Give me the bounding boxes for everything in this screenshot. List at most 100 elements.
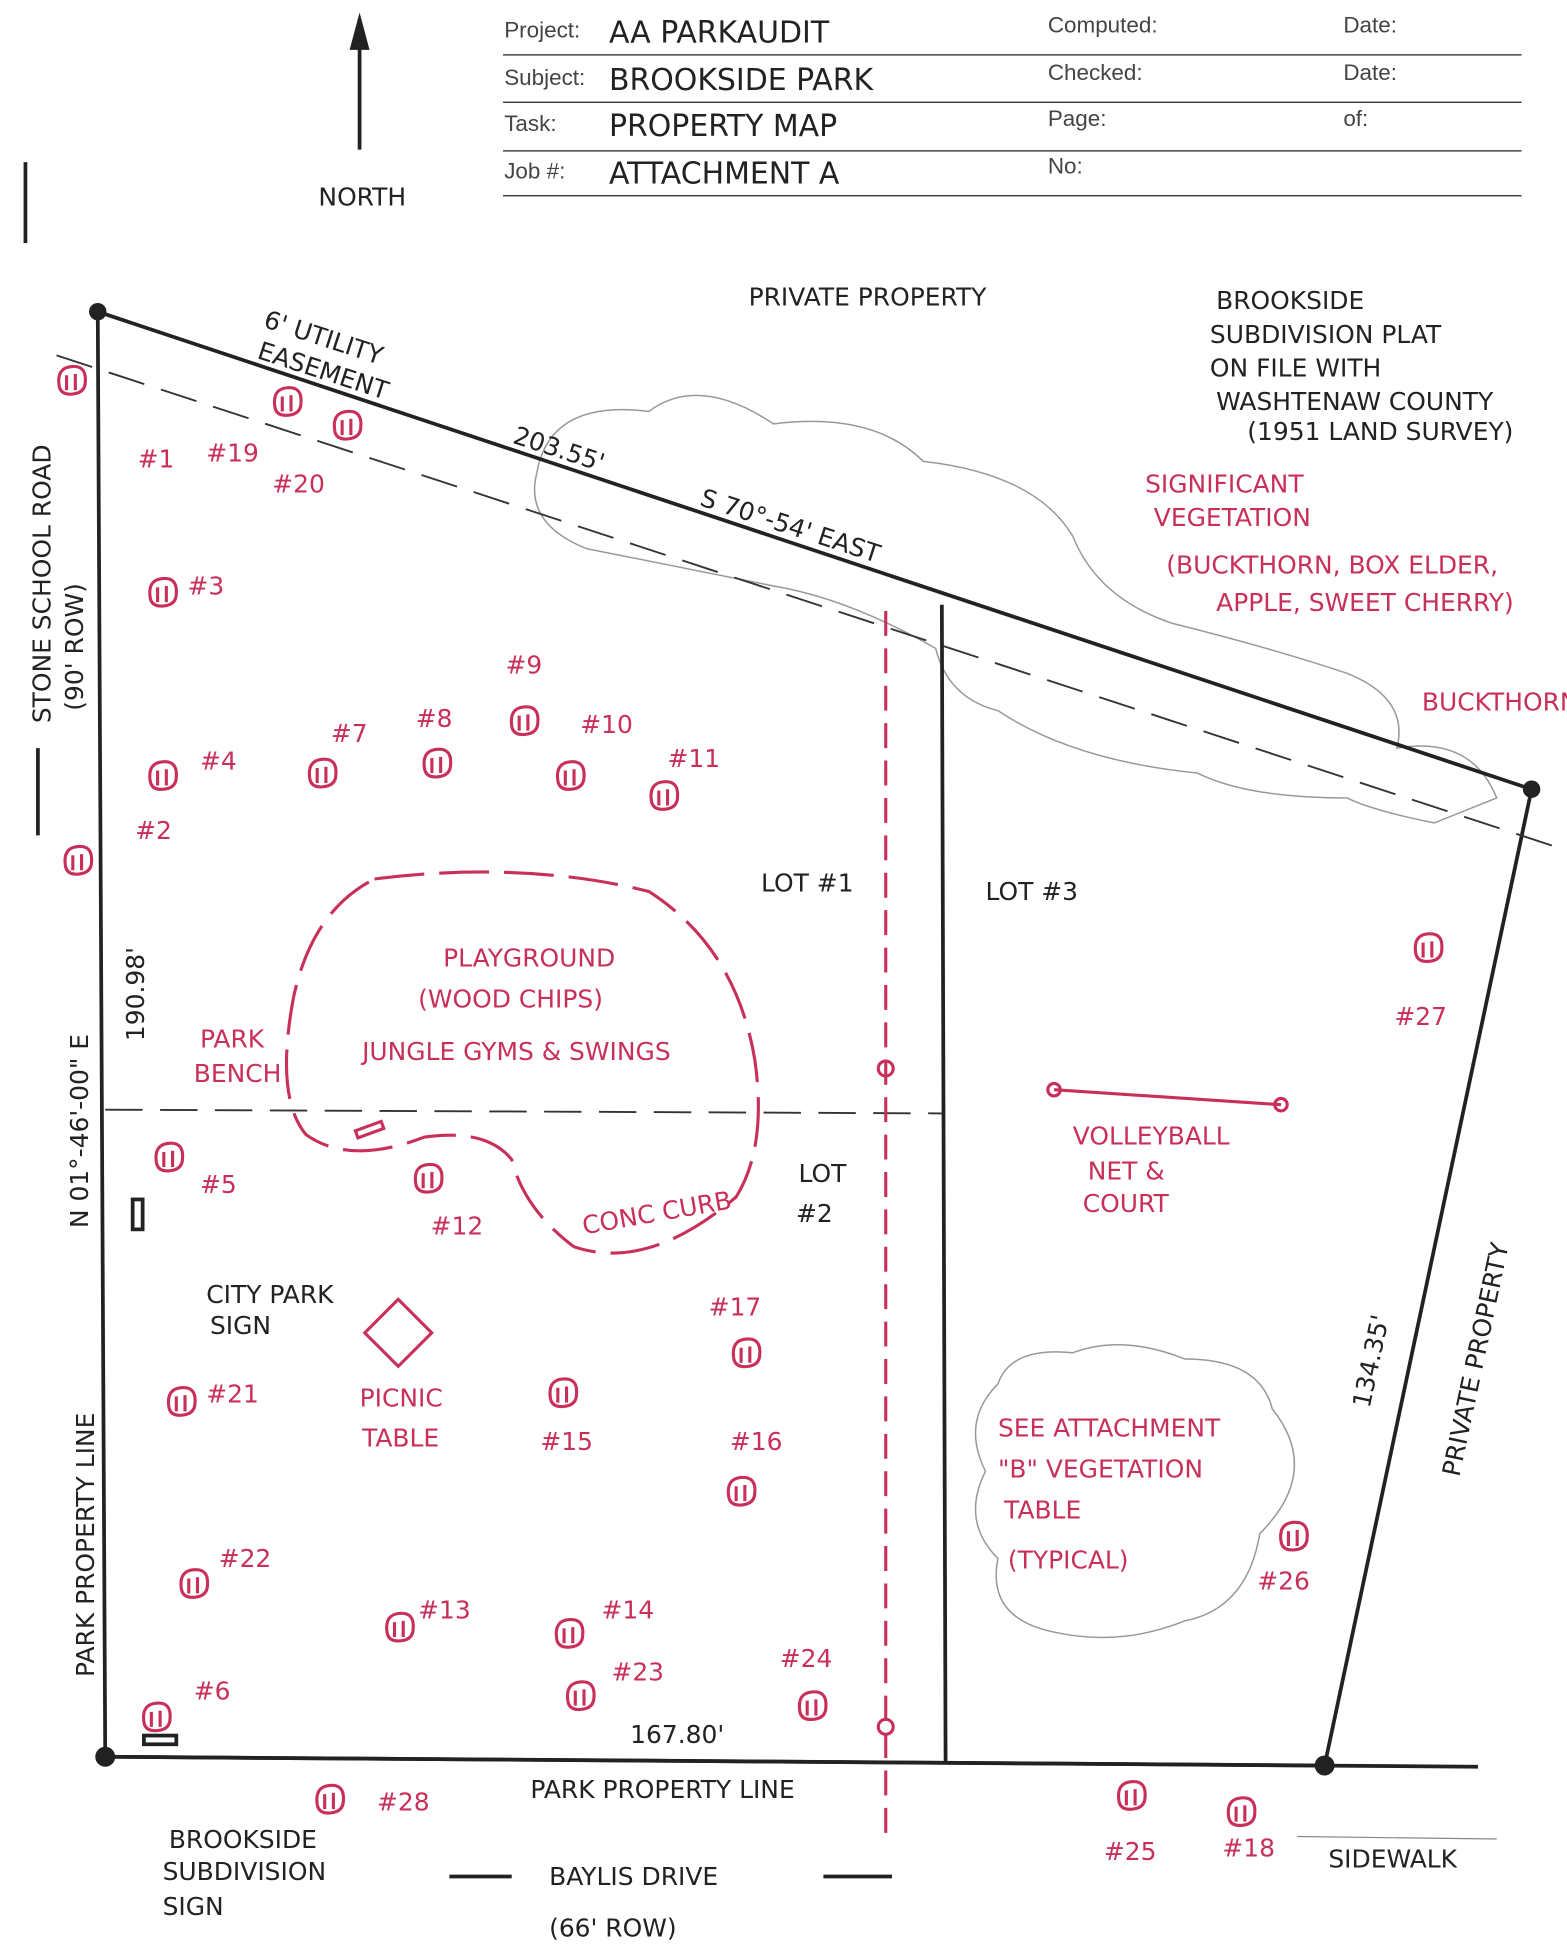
- label: NET &: [1088, 1156, 1165, 1185]
- label: PLAYGROUND: [443, 943, 615, 972]
- field-label: Job #:: [504, 158, 565, 183]
- label: BUCKTHORN: [1422, 688, 1567, 717]
- tree-label: #8: [416, 704, 453, 733]
- marker: [876, 1717, 895, 1736]
- label: 167.80': [630, 1720, 724, 1749]
- tree-label: #15: [540, 1427, 593, 1456]
- label: PICNIC: [360, 1383, 443, 1412]
- label: VOLLEYBALL: [1073, 1122, 1230, 1151]
- tree-icon: [385, 1611, 415, 1643]
- label: JUNGLE GYMS & SWINGS: [360, 1037, 671, 1066]
- corner: [95, 1746, 116, 1767]
- field-label: No:: [1048, 153, 1083, 178]
- tree-label: #9: [505, 650, 542, 679]
- label: #2: [796, 1199, 833, 1228]
- label: (BUCKTHORN, BOX ELDER,: [1166, 551, 1498, 580]
- tree-icon: [166, 1386, 197, 1417]
- tree-icon: [649, 780, 680, 811]
- marker: [876, 1059, 895, 1078]
- label: (TYPICAL): [1008, 1545, 1129, 1574]
- label: (90' ROW): [60, 583, 89, 711]
- north-label: NORTH: [318, 183, 406, 212]
- field-label: Checked:: [1048, 60, 1143, 85]
- label: (WOOD CHIPS): [418, 984, 603, 1013]
- red-features: [130, 610, 1289, 1833]
- label: STONE SCHOOL ROAD: [27, 444, 56, 723]
- arrowhead: [349, 12, 370, 50]
- label: SIGN: [163, 1892, 224, 1921]
- cloud: [974, 1344, 1296, 1639]
- tree-label: #12: [431, 1211, 484, 1240]
- lot-line: [939, 604, 948, 1762]
- label: VEGETATION: [1154, 503, 1311, 532]
- tree-label: #17: [709, 1292, 762, 1321]
- tree-icon: [1226, 1796, 1257, 1828]
- label: CITY PARK: [206, 1280, 334, 1309]
- tree-label: #16: [730, 1427, 783, 1456]
- field-label: Date:: [1343, 60, 1397, 85]
- marker: [1273, 1096, 1289, 1113]
- field-label: of:: [1343, 106, 1368, 131]
- tree-icon: [731, 1337, 762, 1369]
- tree-label: #10: [580, 710, 633, 739]
- label: SEE ATTACHMENT: [998, 1413, 1221, 1442]
- tree-label: #1: [138, 445, 175, 474]
- tree-label: #25: [1104, 1837, 1157, 1866]
- tree-label: #6: [194, 1676, 231, 1705]
- tree-icon: [63, 844, 94, 876]
- tree-label: #26: [1257, 1567, 1310, 1596]
- tree-icon: [565, 1680, 596, 1712]
- label: LOT #1: [761, 868, 854, 897]
- label: SUBDIVISION: [163, 1857, 327, 1886]
- field-label: Subject:: [504, 65, 585, 90]
- label: SUBDIVISION PLAT: [1210, 320, 1442, 349]
- label: N 01°-46'-00" E: [65, 1034, 94, 1228]
- corner: [89, 302, 107, 321]
- label: LOT: [798, 1159, 847, 1188]
- label: COURT: [1083, 1189, 1170, 1218]
- tree-icon: [555, 760, 586, 791]
- label: 190.98': [121, 947, 150, 1041]
- label: 134.35': [1347, 1312, 1395, 1410]
- label: SIGNIFICANT: [1145, 469, 1304, 498]
- label: SIGN: [210, 1311, 271, 1340]
- playground: [284, 870, 760, 1255]
- label: TABLE: [361, 1423, 439, 1452]
- tree-label: #28: [377, 1787, 430, 1816]
- volleyball-net: [1053, 1088, 1282, 1107]
- tree-icon: [154, 1141, 185, 1173]
- tree-label: #18: [1222, 1834, 1275, 1863]
- tree-icon: [509, 705, 540, 737]
- tree-label: #23: [611, 1658, 664, 1687]
- tree-icon: [57, 364, 87, 396]
- label: (1951 LAND SURVEY): [1247, 417, 1513, 446]
- header: Project: AA PARKAUDIT Computed: Date: Subjec…: [502, 12, 1522, 197]
- label: PRIVATE PROPERTY: [1437, 1239, 1515, 1478]
- property-line: [105, 1754, 1478, 1769]
- field-label: Computed:: [1048, 12, 1158, 37]
- tree-label: #5: [200, 1170, 237, 1199]
- marker: [1046, 1081, 1062, 1098]
- tree-icon: [797, 1690, 828, 1722]
- tree-label: #7: [331, 719, 368, 748]
- label: PARK PROPERTY LINE: [71, 1413, 100, 1677]
- field-value: PROPERTY MAP: [609, 109, 837, 144]
- trees: #1 #2 #3 #4 #5 #6 #7 #8 #9 #10 #11 #12 #13 #14 #15 #16 #…: [57, 364, 1447, 1866]
- tree-icon: [315, 1783, 345, 1815]
- bench: [353, 1119, 386, 1140]
- tree-icon: [554, 1618, 585, 1649]
- tree-label: #11: [668, 744, 721, 773]
- sign: [130, 1197, 145, 1232]
- sign: [142, 1733, 179, 1747]
- tree-icon: [548, 1377, 579, 1409]
- field-value: AA PARKAUDIT: [609, 15, 830, 50]
- tree-icon: [1279, 1520, 1309, 1552]
- tree-label: #27: [1394, 1002, 1447, 1031]
- tree-icon: [307, 757, 338, 789]
- tree-label: #3: [188, 572, 225, 601]
- north-arrow: NORTH: [23, 12, 406, 836]
- corner: [1522, 780, 1541, 798]
- label: (66' ROW): [549, 1913, 677, 1942]
- tree-label: #20: [272, 469, 325, 498]
